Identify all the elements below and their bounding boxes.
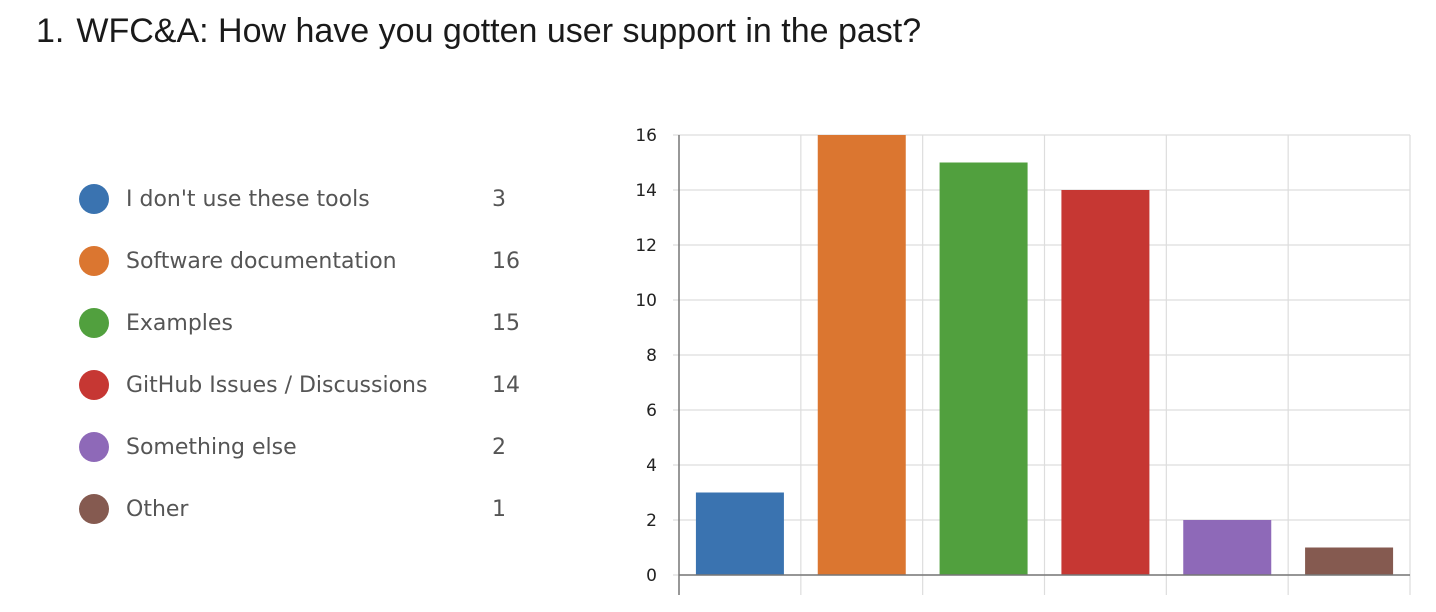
legend-label: Software documentation (126, 249, 397, 274)
bar (1183, 520, 1272, 575)
legend-item: Software documentation 16 (78, 246, 538, 308)
question-title-row: 1. WFC&A: How have you gotten user suppor… (36, 12, 921, 51)
legend-item: I don't use these tools 3 (78, 184, 538, 246)
y-tick-label: 10 (635, 291, 657, 311)
chart-legend: I don't use these tools 3 Software docum… (78, 184, 538, 556)
legend-item: GitHub Issues / Discussions 14 (78, 370, 538, 432)
legend-count: 15 (492, 311, 520, 336)
bar (1305, 547, 1394, 575)
legend-count: 2 (492, 435, 506, 460)
y-tick-label: 6 (646, 401, 657, 421)
bar (939, 162, 1028, 575)
y-tick-label: 0 (646, 566, 657, 586)
legend-label: GitHub Issues / Discussions (126, 373, 428, 398)
y-tick-label: 14 (635, 181, 657, 201)
legend-item: Something else 2 (78, 432, 538, 494)
legend-swatch-icon (79, 308, 109, 338)
question-number: 1. (36, 12, 65, 50)
legend-count: 3 (492, 187, 506, 212)
bar (1061, 190, 1150, 575)
bar-chart: 0 2 4 6 8 10 12 14 16 (635, 126, 1411, 595)
legend-count: 1 (492, 497, 506, 522)
legend-count: 16 (492, 249, 520, 274)
legend-count: 14 (492, 373, 520, 398)
y-tick-label: 12 (635, 236, 657, 256)
y-tick-label: 4 (646, 456, 657, 476)
y-tick-label: 2 (646, 511, 657, 531)
y-tick-label: 8 (646, 346, 657, 366)
legend-swatch-icon (79, 370, 109, 400)
question-title: WFC&A: How have you gotten user support … (76, 12, 922, 50)
y-tick-label: 16 (635, 126, 657, 146)
bar (817, 135, 906, 575)
legend-swatch-icon (79, 246, 109, 276)
legend-swatch-icon (79, 494, 109, 524)
legend-label: Other (126, 497, 189, 522)
legend-label: Examples (126, 311, 233, 336)
legend-label: I don't use these tools (126, 187, 370, 212)
legend-swatch-icon (79, 432, 109, 462)
legend-swatch-icon (79, 184, 109, 214)
legend-item: Examples 15 (78, 308, 538, 370)
legend-item: Other 1 (78, 494, 538, 556)
legend-label: Something else (126, 435, 297, 460)
bar (695, 492, 784, 575)
